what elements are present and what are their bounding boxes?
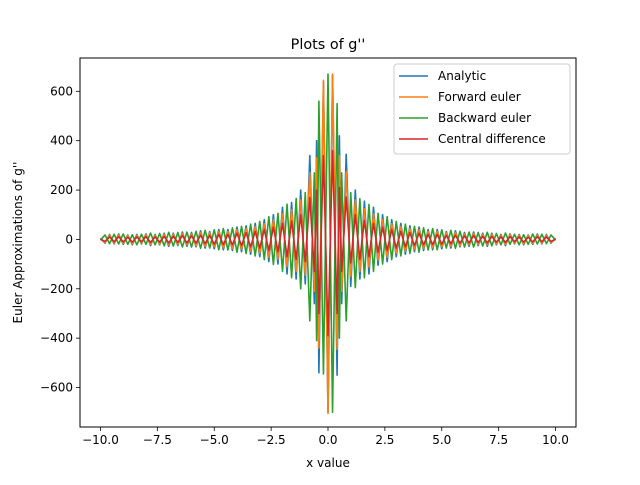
series-line-backward-euler <box>99 73 557 413</box>
x-tick-label: −2.5 <box>257 433 286 447</box>
legend-box <box>393 63 571 155</box>
series-line-forward-euler <box>99 73 557 415</box>
series-line-central-difference <box>100 149 556 337</box>
x-tick-label: 5.0 <box>432 433 451 447</box>
y-tick-label: −200 <box>40 282 73 296</box>
y-tick-label: 600 <box>50 84 73 98</box>
y-axis: −600 −400 −200 0 200 400 600 <box>40 84 80 395</box>
legend-entry-label: Analytic <box>438 69 486 83</box>
x-tick-label: −5.0 <box>200 433 229 447</box>
legend-entry-label: Forward euler <box>438 90 521 104</box>
y-axis-label: Euler Approximations of g'' <box>11 162 25 324</box>
legend: Analytic Forward euler Backward euler Centr… <box>393 63 571 155</box>
y-tick-label: −400 <box>40 331 73 345</box>
x-tick-label: 7.5 <box>489 433 508 447</box>
y-tick-label: 0 <box>65 232 73 246</box>
x-tick-label: 10.0 <box>542 433 569 447</box>
y-tick-label: 400 <box>50 134 73 148</box>
x-tick-label: 2.5 <box>375 433 394 447</box>
legend-entry-label: Backward euler <box>438 111 531 125</box>
x-tick-label: −7.5 <box>143 433 172 447</box>
x-axis: −10.0 −7.5 −5.0 −2.5 0.0 2.5 5.0 7.5 10.0 <box>82 427 569 447</box>
x-tick-label: 0.0 <box>318 433 337 447</box>
legend-entry-label: Central difference <box>438 132 546 146</box>
chart-title: Plots of g'' <box>291 37 366 53</box>
x-tick-label: −10.0 <box>82 433 119 447</box>
y-tick-label: 200 <box>50 183 73 197</box>
y-tick-label: −600 <box>40 381 73 395</box>
x-axis-label: x value <box>306 456 350 470</box>
series-layer <box>99 73 557 415</box>
